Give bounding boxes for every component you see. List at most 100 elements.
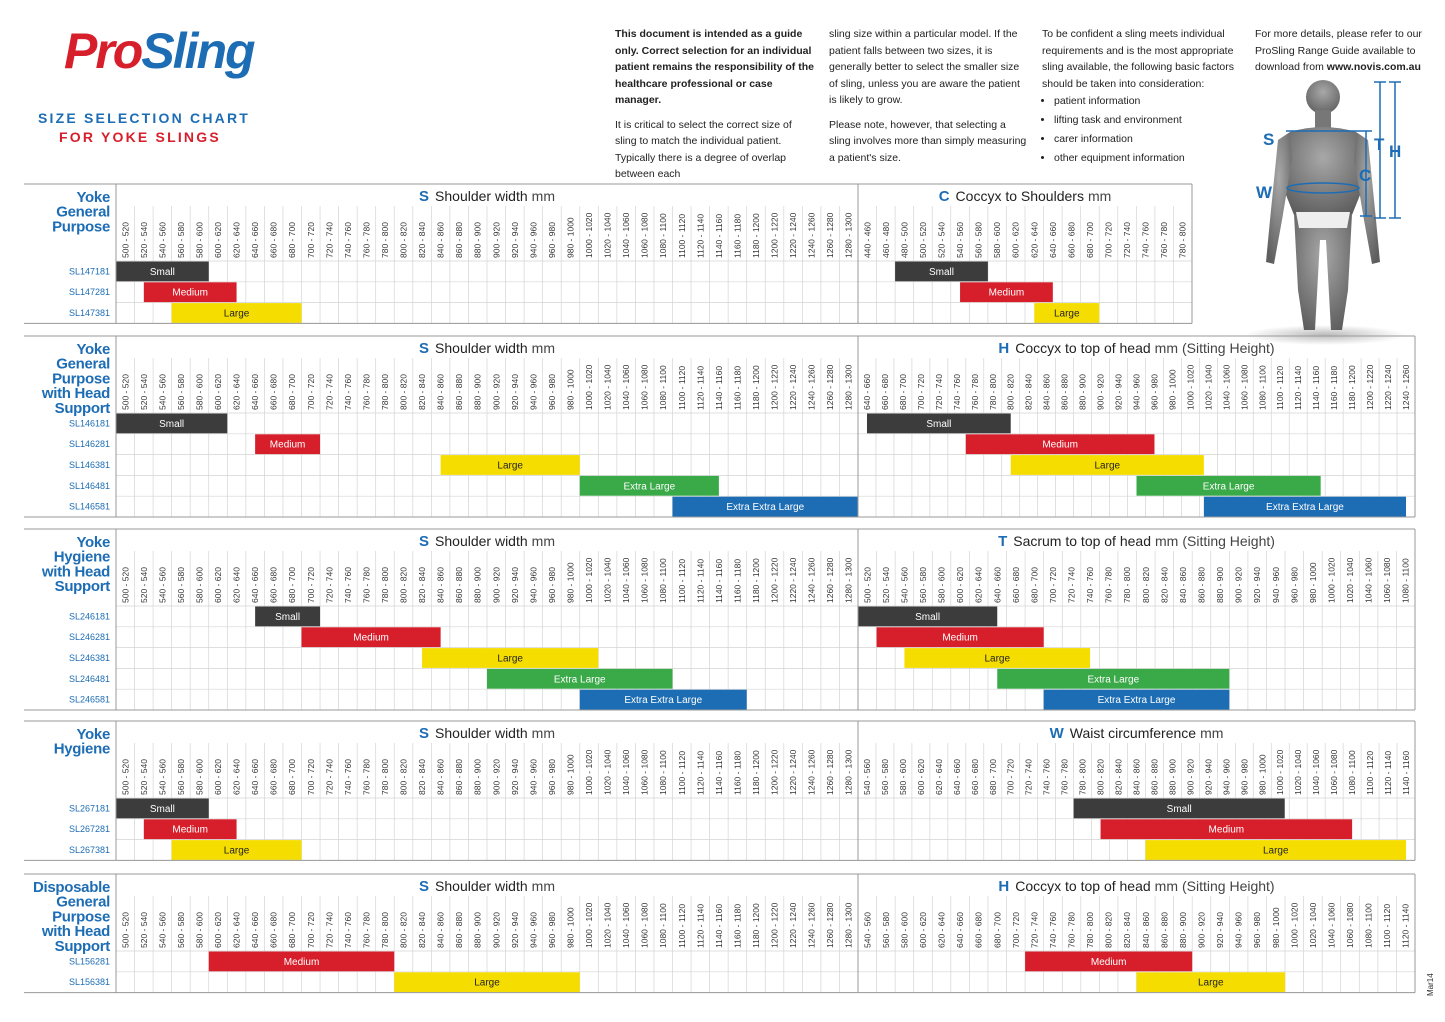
measure-letter: S bbox=[419, 533, 429, 550]
range-label: 620 - 640 bbox=[232, 374, 242, 410]
product-code: SL246381 bbox=[69, 653, 110, 663]
range-label: 920 - 940 bbox=[510, 912, 520, 948]
range-label: 560 - 580 bbox=[176, 374, 186, 410]
size-label: Large bbox=[497, 461, 523, 472]
range-label: 1020 - 1040 bbox=[603, 749, 613, 795]
range-label: 800 - 820 bbox=[399, 374, 409, 410]
range-label: 760 - 780 bbox=[361, 567, 371, 603]
range-label: 980 - 1000 bbox=[1271, 907, 1281, 948]
range-label: 640 - 660 bbox=[1048, 222, 1058, 258]
size-label: Medium bbox=[172, 288, 208, 299]
product-code: SL147381 bbox=[69, 308, 110, 318]
measure-unit: mm bbox=[532, 878, 555, 894]
section-title: General bbox=[56, 204, 110, 221]
size-bar bbox=[116, 798, 209, 819]
range-label: 820 - 840 bbox=[1159, 567, 1169, 603]
range-label: 920 - 940 bbox=[1203, 759, 1213, 795]
range-label: 1020 - 1040 bbox=[603, 364, 613, 410]
range-label: 940 - 960 bbox=[528, 374, 538, 410]
range-label: 1180 - 1200 bbox=[751, 750, 761, 795]
range-label: 1020 - 1040 bbox=[603, 557, 613, 603]
range-label: 740 - 760 bbox=[1042, 759, 1052, 795]
range-label: 920 - 940 bbox=[1114, 374, 1124, 410]
range-label: 900 - 920 bbox=[1196, 912, 1206, 948]
measure-note: (Sitting Height) bbox=[1182, 878, 1275, 894]
range-label: 800 - 820 bbox=[399, 567, 409, 603]
link-text: www.novis.com.au bbox=[1326, 61, 1421, 73]
range-label: 940 - 960 bbox=[528, 567, 538, 603]
size-label: Small bbox=[929, 267, 954, 278]
section-title: with Head bbox=[41, 563, 110, 580]
range-label: 780 - 800 bbox=[380, 222, 390, 258]
range-label: 620 - 640 bbox=[232, 912, 242, 948]
range-label: 1120 - 1140 bbox=[695, 214, 705, 258]
range-label: 840 - 860 bbox=[1042, 374, 1052, 410]
range-label: 660 - 680 bbox=[269, 759, 279, 795]
range-label: 720 - 740 bbox=[1029, 912, 1039, 948]
range-label: 960 - 980 bbox=[1149, 374, 1159, 410]
range-label: 1080 - 1100 bbox=[658, 750, 668, 795]
product-code: SL146481 bbox=[69, 481, 110, 491]
range-label: 600 - 620 bbox=[213, 567, 223, 603]
measure-title: Shoulder width bbox=[435, 533, 528, 549]
range-label: 560 - 580 bbox=[176, 759, 186, 795]
range-label: 620 - 640 bbox=[934, 759, 944, 795]
range-label: 720 - 740 bbox=[324, 567, 334, 603]
product-code: SL267281 bbox=[69, 824, 110, 834]
section-title: Purpose bbox=[52, 370, 110, 387]
paragraph: To be confident a sling meets individual… bbox=[1042, 28, 1235, 90]
range-label: 1280 - 1300 bbox=[844, 212, 854, 258]
range-label: 920 - 940 bbox=[510, 374, 520, 410]
range-label: 1220 - 1240 bbox=[788, 749, 798, 795]
range-label: 860 - 880 bbox=[1060, 374, 1070, 410]
range-label: 500 - 520 bbox=[120, 567, 130, 603]
range-label: 740 - 760 bbox=[952, 374, 962, 410]
range-label: 620 - 640 bbox=[937, 912, 947, 948]
range-label: 920 - 940 bbox=[510, 222, 520, 258]
range-label: 1040 - 1060 bbox=[621, 212, 631, 258]
range-label: 1200 - 1220 bbox=[770, 364, 780, 410]
range-label: 1100 - 1120 bbox=[677, 751, 687, 795]
panel-heading: H Coccyx to top of head mm (Sitting Height) bbox=[998, 878, 1274, 895]
range-label: 1100 - 1120 bbox=[1365, 751, 1375, 795]
range-label: 840 - 860 bbox=[1132, 759, 1142, 795]
range-label: 1020 - 1040 bbox=[603, 212, 613, 258]
range-label: 580 - 600 bbox=[899, 912, 909, 948]
range-label: 740 - 760 bbox=[343, 912, 353, 948]
range-label: 740 - 760 bbox=[1048, 912, 1058, 948]
range-label: 1020 - 1040 bbox=[1308, 902, 1318, 948]
range-label: 1100 - 1120 bbox=[677, 214, 687, 258]
range-label: 1200 - 1220 bbox=[770, 212, 780, 258]
list-item: patient information bbox=[1054, 92, 1242, 111]
size-label: Large bbox=[1054, 309, 1080, 320]
range-label: 640 - 660 bbox=[250, 759, 260, 795]
figure-label: S bbox=[1263, 130, 1274, 149]
range-label: 1280 - 1300 bbox=[844, 557, 854, 603]
range-label: 860 - 880 bbox=[454, 222, 464, 258]
range-label: 820 - 840 bbox=[417, 912, 427, 948]
size-label: Large bbox=[497, 654, 523, 665]
range-label: 840 - 860 bbox=[1178, 567, 1188, 603]
range-label: 1000 - 1020 bbox=[584, 364, 594, 410]
range-label: 540 - 560 bbox=[157, 222, 167, 258]
size-bar bbox=[1010, 455, 1204, 475]
range-label: 780 - 800 bbox=[380, 374, 390, 410]
range-label: 600 - 620 bbox=[918, 912, 928, 948]
range-label: 620 - 640 bbox=[974, 567, 984, 603]
range-label: 1240 - 1260 bbox=[807, 902, 817, 948]
range-label: 700 - 720 bbox=[306, 567, 316, 603]
range-label: 1220 - 1240 bbox=[788, 902, 798, 948]
range-label: 820 - 840 bbox=[1114, 759, 1124, 795]
section-title: Purpose bbox=[52, 218, 110, 235]
measure-letter: W bbox=[1050, 725, 1065, 742]
intro-col: To be confident a sling meets individual… bbox=[1042, 26, 1242, 168]
range-label: 860 - 880 bbox=[454, 374, 464, 410]
measure-letter: H bbox=[998, 340, 1009, 357]
range-label: 1260 - 1280 bbox=[825, 902, 835, 948]
measure-unit: mm bbox=[1155, 340, 1178, 356]
measure-title: Coccyx to top of head bbox=[1015, 340, 1150, 356]
range-label: 1140 - 1160 bbox=[714, 559, 724, 603]
range-label: 1240 - 1260 bbox=[807, 749, 817, 795]
range-label: 960 - 980 bbox=[1252, 912, 1262, 948]
range-label: 960 - 980 bbox=[547, 222, 557, 258]
